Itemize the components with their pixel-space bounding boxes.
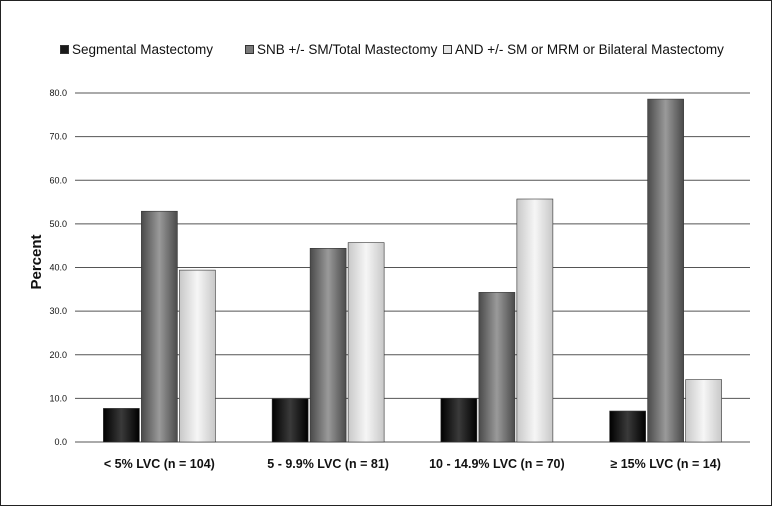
bar-snb-4 [647,98,684,443]
x-category-label: ≥ 15% LVC (n = 14) [610,457,720,471]
legend-swatch-and [443,45,452,54]
bar-snb-2 [309,248,347,443]
y-tick-label: 20.0 [49,350,67,360]
bar-and-2 [347,242,385,443]
y-axis-label: Percent [28,234,45,289]
bar-and-1 [179,269,216,443]
legend-swatch-segmental [60,45,69,54]
y-axis-ticks: 0.0 10.0 20.0 30.0 40.0 50.0 60.0 70.0 80.0 [49,88,67,447]
legend-item-and: AND +/- SM or MRM or Bilateral Mastectom… [443,42,724,57]
legend-item-snb: SNB +/- SM/Total Mastectomy [245,42,437,57]
y-tick-label: 0.0 [54,437,67,447]
x-axis-categories: < 5% LVC (n = 104) 5 - 9.9% LVC (n = 81) 1… [104,457,721,471]
bar-snb-3 [478,292,516,443]
y-tick-label: 70.0 [49,132,67,142]
bars [103,98,722,443]
bar-segmental-2 [271,398,309,443]
y-tick-label: 80.0 [49,88,67,98]
legend-label-and: AND +/- SM or MRM or Bilateral Mastectom… [455,42,724,57]
bar-and-3 [516,198,554,443]
legend-label-snb: SNB +/- SM/Total Mastectomy [257,42,438,57]
legend-label-segmental: Segmental Mastectomy [72,42,214,57]
legend-swatch-snb [245,45,254,54]
x-category-label: < 5% LVC (n = 104) [104,457,215,471]
x-category-label: 5 - 9.9% LVC (n = 81) [267,457,389,471]
y-tick-label: 40.0 [49,263,67,273]
bar-segmental-1 [103,408,140,443]
bar-segmental-3 [440,398,478,443]
x-category-label: 10 - 14.9% LVC (n = 70) [429,457,565,471]
legend-item-segmental: Segmental Mastectomy [60,42,213,57]
y-tick-label: 50.0 [49,219,67,229]
y-tick-label: 60.0 [49,175,67,185]
bar-segmental-4 [609,410,646,443]
y-tick-label: 10.0 [49,393,67,403]
y-tick-label: 30.0 [49,306,67,316]
bar-and-4 [685,379,722,443]
bar-snb-1 [141,210,178,443]
